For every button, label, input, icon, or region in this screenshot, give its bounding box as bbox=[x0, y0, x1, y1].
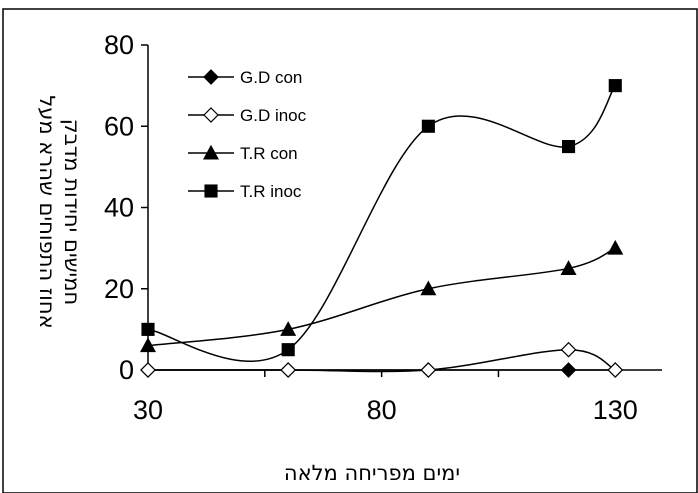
data-point-t-r-inoc bbox=[281, 343, 295, 357]
data-point-g-d-inoc bbox=[140, 362, 156, 378]
legend-label-g-d-con: G.D con bbox=[240, 68, 302, 87]
data-point-t-r-inoc bbox=[421, 119, 435, 133]
legend-item-g-d-con: G.D con bbox=[188, 68, 302, 87]
y-tick-label: 20 bbox=[104, 274, 134, 304]
legend-marker-g-d-con bbox=[203, 69, 219, 85]
data-point-t-r-inoc bbox=[561, 140, 576, 154]
legend-item-g-d-inoc: G.D inoc bbox=[188, 106, 307, 125]
legend: G.D con G.D inoc T.R con T.R inoc bbox=[188, 68, 307, 201]
y-tick-label: 0 bbox=[119, 355, 134, 385]
data-point-g-d-inoc bbox=[607, 362, 624, 378]
legend-marker-t-r-con bbox=[202, 144, 220, 160]
data-point-t-r-con bbox=[420, 280, 437, 296]
data-point-g-d-inoc bbox=[420, 362, 437, 378]
data-point-t-r-con bbox=[139, 337, 157, 353]
legend-label-t-r-inoc: T.R inoc bbox=[240, 182, 302, 201]
y-tick-label: 40 bbox=[104, 193, 134, 223]
data-point-t-r-con bbox=[607, 239, 624, 255]
data-point-t-r-con bbox=[280, 321, 297, 336]
series-layer bbox=[139, 79, 624, 378]
y-axis-title-line-2: חמישים יחידות מדבק bbox=[60, 119, 84, 305]
legend-marker-g-d-inoc bbox=[203, 107, 219, 123]
y-axis-title-line-1: אחוז התפוחים שהרא מעל bbox=[35, 95, 59, 328]
data-point-g-d-con bbox=[560, 362, 577, 378]
data-point-g-d-inoc bbox=[560, 341, 577, 358]
data-point-t-r-inoc bbox=[608, 79, 622, 93]
y-tick-label: 60 bbox=[104, 111, 134, 141]
series-g-d-inoc bbox=[140, 341, 624, 378]
x-tick-label: 30 bbox=[133, 395, 163, 425]
data-point-t-r-inoc bbox=[141, 322, 155, 336]
y-tick-label: 80 bbox=[104, 30, 134, 60]
legend-label-g-d-inoc: G.D inoc bbox=[240, 106, 307, 125]
data-point-g-d-inoc bbox=[280, 362, 297, 378]
series-t-r-con bbox=[139, 239, 624, 353]
legend-label-t-r-con: T.R con bbox=[240, 144, 298, 163]
chart-frame bbox=[2, 8, 698, 493]
x-axis-title: ימים מפריחה מלאה bbox=[284, 461, 460, 485]
legend-item-t-r-con: T.R con bbox=[188, 144, 298, 163]
x-tick-label: 80 bbox=[367, 395, 397, 425]
legend-item-t-r-inoc: T.R inoc bbox=[188, 182, 302, 201]
x-tick-label: 130 bbox=[593, 395, 638, 425]
data-point-t-r-con bbox=[560, 260, 577, 275]
legend-marker-t-r-inoc bbox=[204, 184, 218, 198]
series-t-r-inoc bbox=[141, 79, 622, 362]
